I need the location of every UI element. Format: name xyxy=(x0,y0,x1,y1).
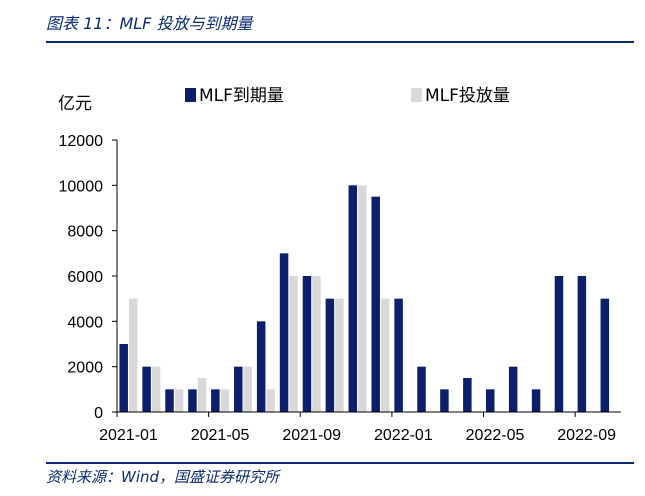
legend-swatch xyxy=(411,88,422,102)
injection-bar-2021-08 xyxy=(289,276,298,412)
injection-bar-2021-09 xyxy=(312,276,321,412)
injection-bar-2021-12 xyxy=(380,298,390,412)
maturity-bar-2021-06 xyxy=(234,366,243,412)
bars xyxy=(119,185,610,412)
x-tick-label: 2022-05 xyxy=(466,427,525,444)
maturity-bar-2021-03 xyxy=(165,389,174,412)
source-note: 资料来源：Wind，国盛证券研究所 xyxy=(46,468,280,486)
x-tick-label: 2022-01 xyxy=(374,427,433,444)
y-tick-label: 0 xyxy=(94,405,103,422)
y-tick-label: 4000 xyxy=(67,314,103,331)
injection-bar-2021-04 xyxy=(197,378,207,412)
maturity-bar-2022-09 xyxy=(577,276,587,412)
maturity-bar-2022-01 xyxy=(394,298,403,412)
y-tick-label: 10000 xyxy=(59,178,104,195)
maturity-bar-2022-05 xyxy=(486,389,495,412)
injection-bar-2021-01 xyxy=(128,298,138,412)
maturity-bar-2021-05 xyxy=(211,389,220,412)
y-axis-ticks: 0 2000 4000 6000 8000 10000 12000 xyxy=(59,133,117,422)
maturity-bar-2022-07 xyxy=(531,389,541,412)
x-axis-ticks: 2021-01 2021-05 2021-09 2022-01 2022-05 2022-… xyxy=(99,412,616,444)
legend-label: MLF到期量 xyxy=(199,86,284,106)
maturity-bar-2021-07 xyxy=(256,321,266,412)
legend: MLF到期量 MLF投放量 xyxy=(185,86,510,106)
legend-label: MLF投放量 xyxy=(425,86,510,106)
maturity-bar-2021-09 xyxy=(302,276,312,412)
maturity-bar-2022-10 xyxy=(600,298,610,412)
maturity-bar-2021-04 xyxy=(188,389,197,412)
injection-bar-2021-05 xyxy=(220,389,230,412)
axes xyxy=(116,140,621,413)
maturity-bar-2021-11 xyxy=(348,185,358,412)
injection-bar-2021-10 xyxy=(335,298,344,412)
maturity-bar-2021-01 xyxy=(119,344,128,412)
maturity-bar-2021-02 xyxy=(142,366,151,412)
injection-bar-2021-03 xyxy=(174,389,184,412)
x-tick-label: 2021-09 xyxy=(282,427,341,444)
maturity-bar-2022-03 xyxy=(440,389,449,412)
maturity-bar-2021-12 xyxy=(371,196,380,412)
title-rule xyxy=(46,41,634,43)
x-tick-label: 2022-09 xyxy=(557,427,616,444)
y-axis-unit-label: 亿元 xyxy=(58,94,92,114)
injection-bar-2021-06 xyxy=(243,366,252,412)
source-rule xyxy=(46,462,634,464)
maturity-bar-2022-08 xyxy=(554,276,564,412)
y-tick-label: 2000 xyxy=(67,360,103,377)
maturity-bar-2022-06 xyxy=(508,366,518,412)
figure-title: 图表 11：MLF 投放与到期量 xyxy=(46,14,253,33)
y-tick-label: 6000 xyxy=(67,269,103,286)
injection-bar-2021-02 xyxy=(151,366,161,412)
injection-bar-2021-07 xyxy=(266,389,275,412)
y-tick-label: 12000 xyxy=(59,133,104,150)
maturity-bar-2021-10 xyxy=(325,298,335,412)
x-tick-label: 2021-05 xyxy=(191,427,250,444)
y-tick-label: 8000 xyxy=(67,224,103,241)
maturity-bar-2022-04 xyxy=(463,378,472,412)
x-tick-label: 2021-01 xyxy=(99,427,158,444)
injection-bar-2021-11 xyxy=(358,185,367,412)
legend-swatch xyxy=(185,88,196,102)
maturity-bar-2022-02 xyxy=(417,366,426,412)
maturity-bar-2021-08 xyxy=(279,253,289,412)
